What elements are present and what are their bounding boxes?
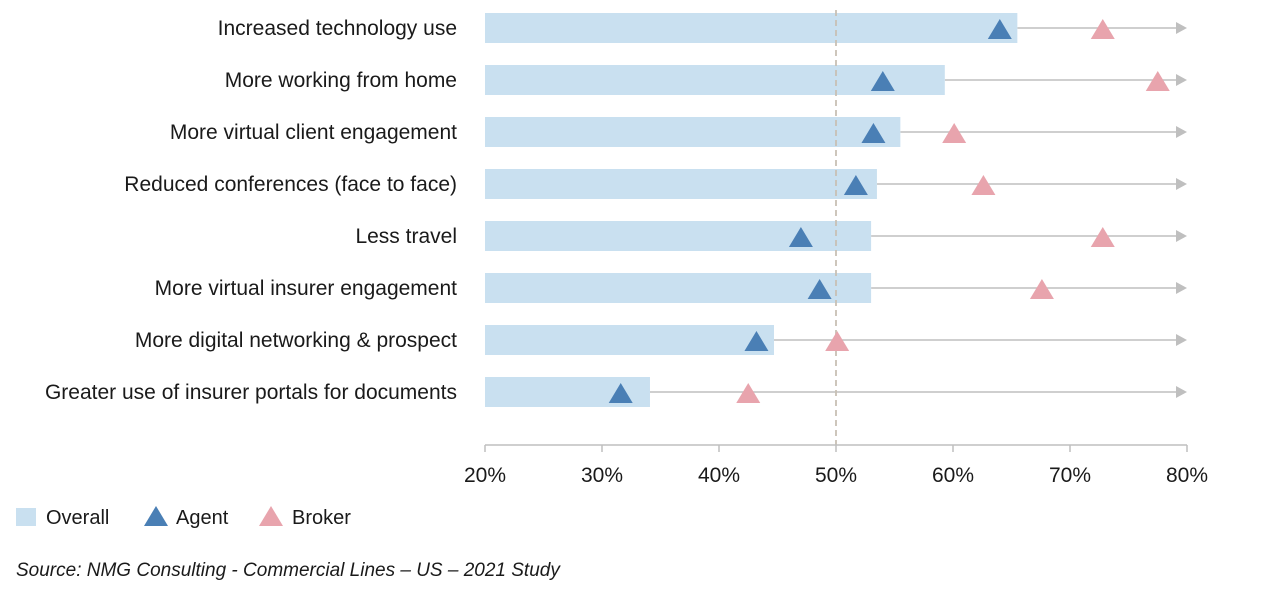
- arrow-head: [1176, 126, 1187, 138]
- legend-swatch-broker: [259, 506, 283, 526]
- broker-marker: [1090, 19, 1115, 39]
- bars: [485, 13, 1018, 407]
- arrow-head: [1176, 334, 1187, 346]
- x-tick-label: 70%: [1049, 464, 1091, 487]
- bar-overall: [485, 13, 1018, 43]
- agent-marker: [807, 279, 832, 299]
- legend-label-overall: Overall: [46, 507, 109, 529]
- arrow-head: [1176, 22, 1187, 34]
- x-tick-label: 60%: [932, 464, 974, 487]
- category-label: More working from home: [225, 69, 457, 92]
- arrow-head: [1176, 386, 1187, 398]
- legend-label-agent: Agent: [176, 507, 229, 529]
- legend: Overall Agent Broker: [16, 506, 351, 529]
- agent-marker: [608, 383, 633, 403]
- broker-marker: [942, 123, 967, 143]
- broker-marker: [1090, 227, 1115, 247]
- category-label: Increased technology use: [218, 17, 457, 40]
- source-note: Source: NMG Consulting - Commercial Line…: [16, 560, 560, 581]
- agent-marker: [870, 71, 895, 91]
- category-label: More virtual client engagement: [170, 121, 457, 144]
- x-tick-label: 30%: [581, 464, 623, 487]
- x-tick-label: 50%: [815, 464, 857, 487]
- agent-marker: [843, 175, 868, 195]
- category-label: More virtual insurer engagement: [155, 277, 457, 300]
- arrow-head: [1176, 178, 1187, 190]
- chart: Increased technology use More working fro…: [16, 10, 1208, 529]
- broker-marker: [825, 331, 850, 351]
- arrow-head: [1176, 230, 1187, 242]
- category-label: Less travel: [355, 225, 457, 248]
- arrow-head: [1176, 74, 1187, 86]
- agent-marker: [744, 331, 769, 351]
- category-labels: Increased technology use More working fro…: [45, 17, 457, 404]
- x-axis: 20% 30% 40% 50% 60% 70% 80%: [464, 444, 1208, 487]
- agent-marker: [987, 19, 1012, 39]
- category-label: More digital networking & prospect: [135, 329, 457, 352]
- broker-marker: [1029, 279, 1054, 299]
- x-tick-label: 40%: [698, 464, 740, 487]
- agent-marker: [861, 123, 886, 143]
- bar-overall: [485, 65, 945, 95]
- legend-label-broker: Broker: [292, 507, 351, 529]
- bar-overall: [485, 221, 872, 251]
- bar-overall: [485, 117, 901, 147]
- arrow-head: [1176, 282, 1187, 294]
- legend-swatch-agent: [144, 506, 168, 526]
- legend-swatch-overall: [16, 508, 36, 526]
- x-tick-label: 20%: [464, 464, 506, 487]
- broker-marker: [971, 175, 996, 195]
- arrow-lines: [649, 22, 1187, 398]
- bar-overall: [485, 273, 872, 303]
- x-tick-label: 80%: [1166, 464, 1208, 487]
- category-label: Reduced conferences (face to face): [124, 173, 457, 196]
- bar-overall: [485, 169, 877, 199]
- bar-overall: [485, 325, 774, 355]
- agent-marker: [788, 227, 813, 247]
- markers: [608, 19, 1170, 403]
- category-label: Greater use of insurer portals for docum…: [45, 381, 457, 404]
- broker-marker: [1145, 71, 1170, 91]
- broker-marker: [736, 383, 761, 403]
